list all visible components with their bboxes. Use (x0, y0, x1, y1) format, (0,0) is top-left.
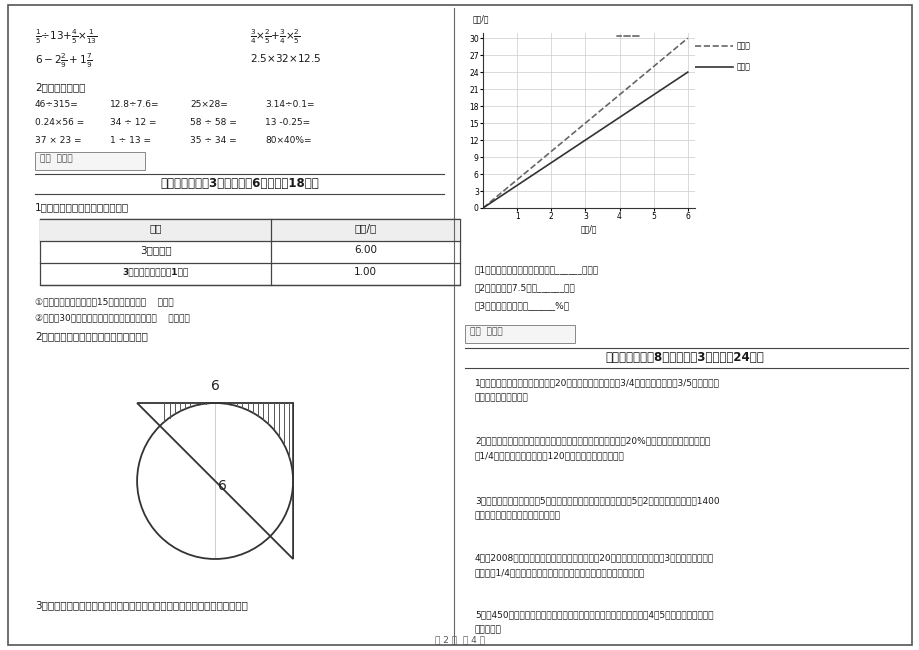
Text: 34 ÷ 12 =: 34 ÷ 12 = (110, 118, 156, 127)
Text: $\frac{3}{4}$×$\frac{2}{5}$+$\frac{3}{4}$×$\frac{2}{5}$: $\frac{3}{4}$×$\frac{2}{5}$+$\frac{3}{4}… (250, 28, 301, 46)
Text: 得分  评卷人: 得分 评卷人 (470, 327, 502, 336)
Text: 降价前: 降价前 (736, 42, 750, 51)
Text: 2、朝阳小学组织为灾区捐款活动，四年级的捐款数额占全校的20%，五年级的捐款数额占全校: 2、朝阳小学组织为灾区捐款活动，四年级的捐款数额占全校的20%，五年级的捐款数额… (474, 436, 709, 445)
Text: 2、求阴影部分的面积（单位：厘米）。: 2、求阴影部分的面积（单位：厘米）。 (35, 331, 148, 341)
Text: 37 × 23 =: 37 × 23 = (35, 136, 82, 145)
Text: 1、商店运来一些水果，运来苹果20箱，梨的箱数是苹果的3/4，同时又是橘子的3/5，运来橘子: 1、商店运来一些水果，运来苹果20箱，梨的箱数是苹果的3/4，同时又是橘子的3/… (474, 378, 719, 387)
Text: 2、直接写得数：: 2、直接写得数： (35, 82, 85, 92)
Text: 辆，小轿车比小货车多卖了多少辆？: 辆，小轿车比小货车多卖了多少辆？ (474, 511, 561, 520)
Text: 1 ÷ 13 =: 1 ÷ 13 = (110, 136, 151, 145)
Text: 得分  评卷人: 得分 评卷人 (40, 154, 73, 163)
Text: 6.00: 6.00 (354, 245, 377, 255)
Text: 25×28=: 25×28= (190, 100, 228, 109)
Text: 总价/元: 总价/元 (472, 15, 488, 24)
Bar (464, 325, 574, 343)
Text: $6-2\frac{2}{9}+1\frac{7}{9}$: $6-2\frac{2}{9}+1\frac{7}{9}$ (35, 52, 93, 70)
Text: （3）这种彩带降价了______%。: （3）这种彩带降价了______%。 (474, 301, 570, 310)
Text: 项工程的1/4后，乙队又加入施工，两队合作了多少天完成这项工程？: 项工程的1/4后，乙队又加入施工，两队合作了多少天完成这项工程？ (474, 568, 644, 577)
Text: 里程: 里程 (149, 223, 162, 233)
Text: 3千米以下: 3千米以下 (140, 245, 171, 255)
Text: 第 2 页  共 4 页: 第 2 页 共 4 页 (435, 635, 484, 644)
Text: 46÷315=: 46÷315= (35, 100, 79, 109)
Text: 降价后: 降价后 (736, 62, 750, 71)
Text: 3.14÷0.1=: 3.14÷0.1= (265, 100, 314, 109)
Text: 五、综合题（共3小题，每题6分，共计18分）: 五、综合题（共3小题，每题6分，共计18分） (161, 177, 319, 190)
Text: ②现在有30元钱，可乘出租车的最大里程数为（    ）千米。: ②现在有30元钱，可乘出租车的最大里程数为（ ）千米。 (35, 313, 189, 322)
Text: 35 ÷ 34 =: 35 ÷ 34 = (190, 136, 236, 145)
Text: 六、应用题（共8小题，每题3分，共计24分）: 六、应用题（共8小题，每题3分，共计24分） (605, 351, 764, 364)
Text: 6: 6 (218, 479, 227, 493)
Text: 多少篮？（用方程解）: 多少篮？（用方程解） (474, 393, 528, 402)
Text: 6: 6 (210, 378, 220, 393)
Text: 80×40%=: 80×40%= (265, 136, 312, 145)
Text: 1.00: 1.00 (354, 267, 377, 277)
Text: 1、聊城市出租车收费标准如下：: 1、聊城市出租车收费标准如下： (35, 202, 129, 212)
Text: 3千米以上，每增加1千米: 3千米以上，每增加1千米 (122, 267, 188, 276)
Text: （2）降价前买7.5米需______元。: （2）降价前买7.5米需______元。 (474, 283, 575, 292)
Text: 58 ÷ 58 =: 58 ÷ 58 = (190, 118, 236, 127)
Bar (35, 152, 145, 170)
Text: 0.24×56 =: 0.24×56 = (35, 118, 85, 127)
Text: 12.8÷7.6=: 12.8÷7.6= (110, 100, 159, 109)
Text: 苗多少棵？: 苗多少棵？ (474, 625, 502, 634)
X-axis label: 长度/米: 长度/米 (580, 224, 596, 233)
Text: 13 -0.25=: 13 -0.25= (265, 118, 310, 127)
Text: 3、一家汽车销售公司今年5月份销售小轿车和小货车数量的比是5：2，这两种车共销售了1400: 3、一家汽车销售公司今年5月份销售小轿车和小货车数量的比是5：2，这两种车共销售… (474, 496, 719, 505)
Text: 4、迎2008年奥运，完成一项工程，甲队单独做20天完成，乙队单独做要3完成，甲队先于这: 4、迎2008年奥运，完成一项工程，甲队单独做20天完成，乙队单独做要3完成，甲… (474, 553, 713, 562)
Text: ①出租车行驶的里程数为15千米时应收费（    ）元；: ①出租车行驶的里程数为15千米时应收费（ ）元； (35, 297, 174, 306)
Text: $\frac{1}{5}$÷13+$\frac{4}{5}$×$\frac{1}{13}$: $\frac{1}{5}$÷13+$\frac{4}{5}$×$\frac{1}… (35, 28, 97, 46)
Text: 3、图象表示一种彩带降价前后的长度与总价的关系，请根据图中信息填空。: 3、图象表示一种彩带降价前后的长度与总价的关系，请根据图中信息填空。 (35, 600, 247, 610)
Text: 的1/4，五年级比四年级多捐120元，全校共捐款多少元？: 的1/4，五年级比四年级多捐120元，全校共捐款多少元？ (474, 451, 624, 460)
Text: 收费/元: 收费/元 (354, 223, 376, 233)
Text: （1）降价前后，长度与总价都成______比例。: （1）降价前后，长度与总价都成______比例。 (474, 265, 598, 274)
Text: $2.5×32×12.5$: $2.5×32×12.5$ (250, 52, 321, 64)
Text: 5、把450棵树苗分给一中队、二中队，使两个中队分得的树苗的比是4：5，每个中队各分到树: 5、把450棵树苗分给一中队、二中队，使两个中队分得的树苗的比是4：5，每个中队… (474, 610, 713, 619)
Bar (40, 219, 460, 241)
Bar (40, 219, 460, 285)
